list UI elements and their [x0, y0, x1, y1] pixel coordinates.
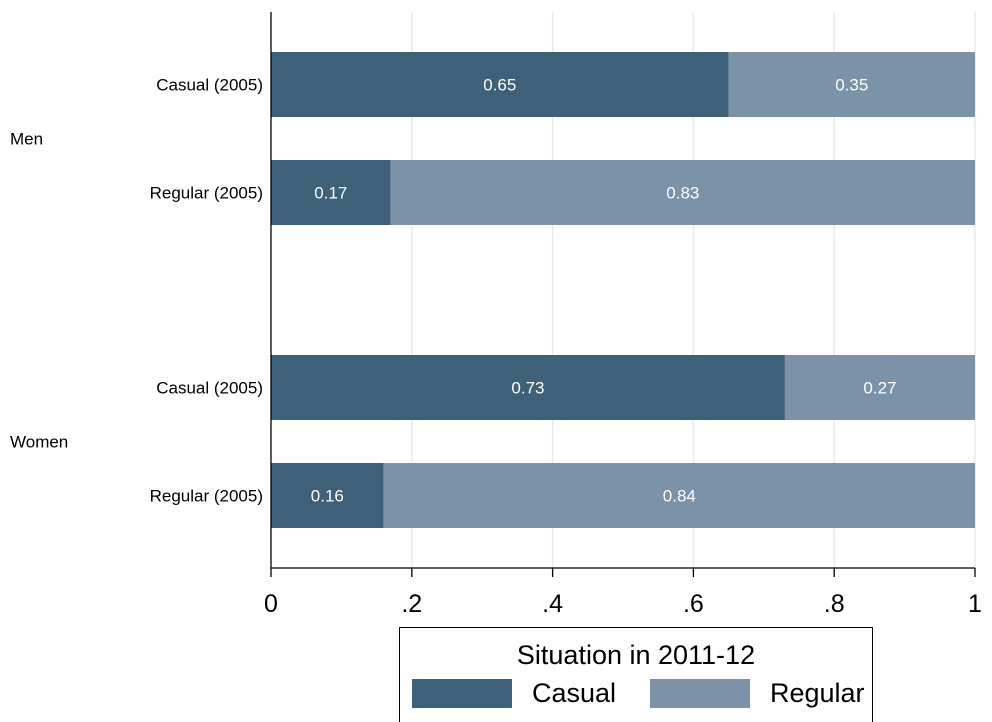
legend-swatch-casual	[412, 679, 512, 708]
x-tick-label: .4	[542, 590, 563, 618]
bar-segment-casual	[271, 355, 785, 420]
data-label: 0.17	[314, 184, 347, 203]
group-label: Women	[10, 433, 68, 452]
data-label: 0.35	[835, 76, 868, 95]
legend: Situation in 2011-12 Casual Regular	[399, 627, 873, 722]
x-tick-label: 0	[264, 590, 278, 618]
category-label: Regular (2005)	[150, 184, 263, 203]
bar-segment-regular	[390, 160, 975, 225]
legend-swatch-regular	[650, 679, 750, 708]
data-label: 0.84	[663, 487, 696, 506]
data-label: 0.16	[311, 487, 344, 506]
category-label: Casual (2005)	[156, 379, 263, 398]
data-label: 0.83	[666, 184, 699, 203]
category-label: Regular (2005)	[150, 487, 263, 506]
legend-label-regular: Regular	[770, 678, 865, 708]
x-tick-label: .6	[683, 590, 704, 618]
bar-segment-casual	[271, 52, 729, 117]
x-tick-label: .8	[824, 590, 845, 618]
legend-item-regular: Regular	[650, 678, 865, 708]
x-tick-label: .2	[401, 590, 422, 618]
group-label: Men	[10, 130, 43, 149]
data-label: 0.65	[483, 76, 516, 95]
bar-segment-casual	[271, 463, 384, 528]
data-label: 0.73	[511, 379, 544, 398]
category-label: Casual (2005)	[156, 76, 263, 95]
legend-label-casual: Casual	[532, 678, 617, 708]
bar-segment-regular	[728, 52, 975, 117]
legend-item-casual: Casual	[412, 678, 617, 708]
bar-segment-regular	[383, 463, 975, 528]
bar-segment-regular	[784, 355, 975, 420]
data-label: 0.27	[863, 379, 896, 398]
x-tick-label: 1	[968, 590, 982, 618]
bar-segment-casual	[271, 160, 391, 225]
legend-title: Situation in 2011-12	[516, 640, 756, 670]
